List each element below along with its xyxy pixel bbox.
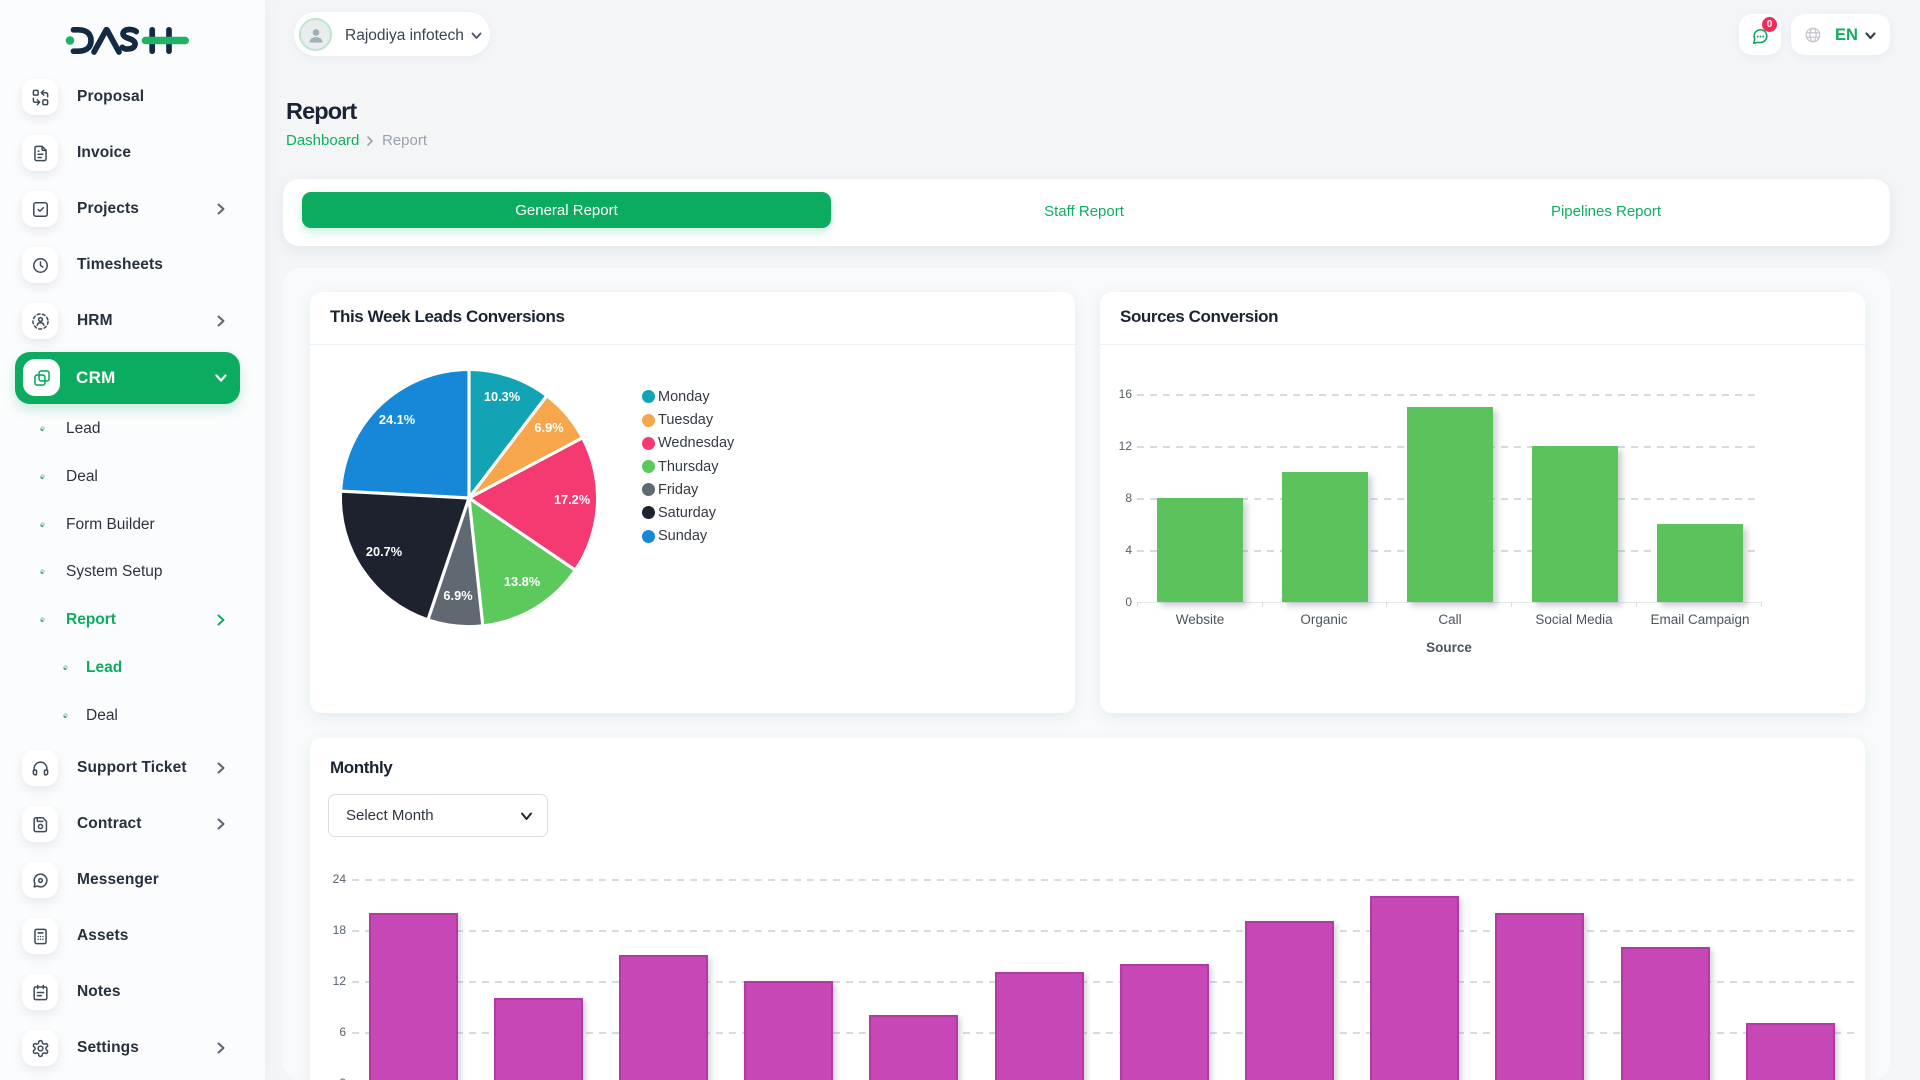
svg-text:6.9%: 6.9% xyxy=(534,420,564,435)
svg-text:6.9%: 6.9% xyxy=(443,588,473,603)
svg-text:20.7%: 20.7% xyxy=(366,544,403,559)
svg-text:10.3%: 10.3% xyxy=(484,389,521,404)
svg-text:13.8%: 13.8% xyxy=(504,574,541,589)
svg-text:24.1%: 24.1% xyxy=(379,412,416,427)
svg-text:17.2%: 17.2% xyxy=(554,492,591,507)
